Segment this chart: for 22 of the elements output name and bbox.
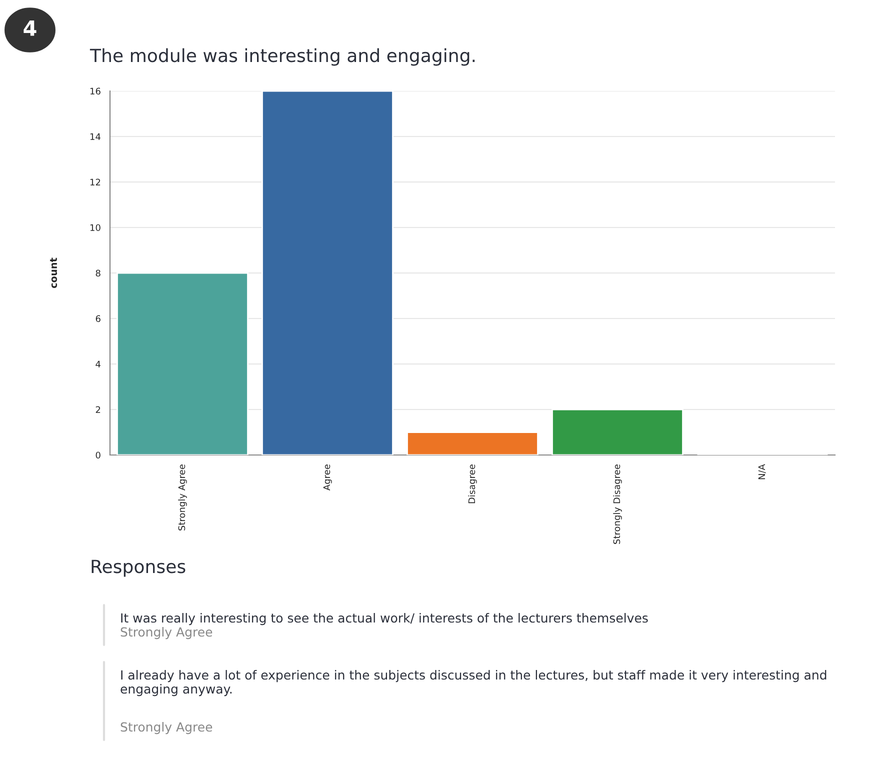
y-tick-label: 4 [96,360,100,368]
y-tick-label: 14 [90,133,100,140]
x-tick-label: Strongly Disagree [613,464,622,544]
text: Strongly Agree [120,627,212,640]
text: It was really interesting to see the actual work/ interests of the lecturers themselves [121,613,648,626]
y-tick-label: 12 [90,178,100,186]
y-tick-label: 16 [90,88,100,95]
text: 4 [24,20,36,36]
text: Strongly Agree [120,722,212,734]
x-tick-label: Agree [323,464,332,490]
y-axis-title: count [50,258,58,288]
x-tick-label: Strongly Agree [178,464,187,530]
y-tick-label: 10 [90,224,100,232]
text: I already have a lot of experience in the subjects discussed in the lectures, but staff made it very interesting and engaging anyway. [120,670,826,696]
y-tick-label: 0 [96,452,100,459]
x-tick-label: Disagree [468,464,477,504]
y-tick-label: 8 [96,270,100,277]
x-tick-label: N/A [758,464,766,480]
text: Responses [92,560,186,577]
y-tick-label: 2 [96,406,100,413]
y-tick-label: 6 [96,315,100,322]
chart-title: The module was interesting and engaging. [90,48,475,66]
